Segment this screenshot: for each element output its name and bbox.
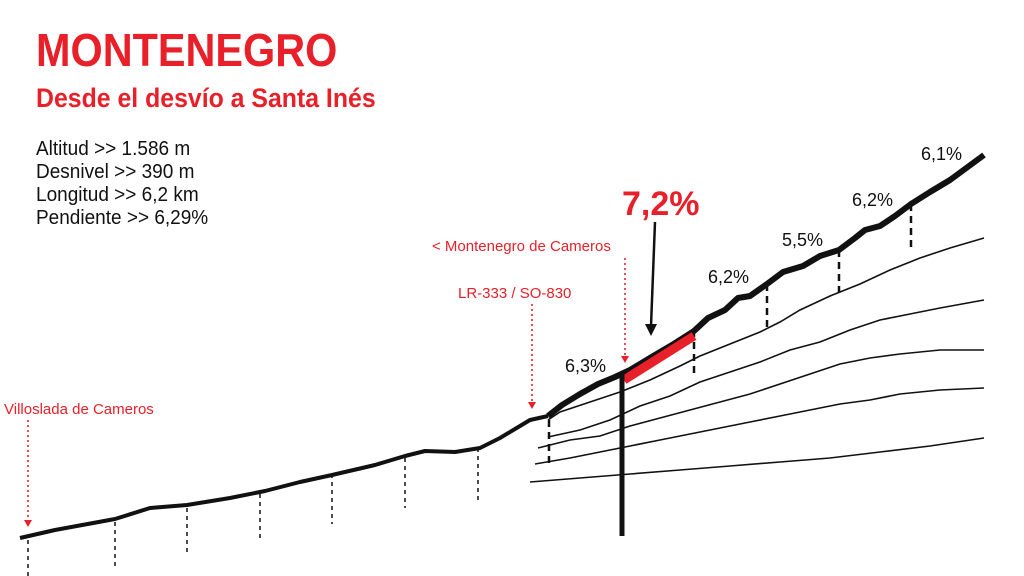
segment-markers xyxy=(547,204,913,466)
label-junction: LR-333 / SO-830 xyxy=(458,285,571,302)
max-grade-label: 7,2% xyxy=(622,185,700,223)
segment-grade-3: 5,5% xyxy=(782,230,823,250)
segment-grade-5: 6,1% xyxy=(921,144,962,164)
segment-grade-1: 6,3% xyxy=(565,356,606,376)
pointer-arrowheads xyxy=(24,356,629,527)
depth-line-3 xyxy=(537,349,984,449)
stat-length: Longitud >> 6,2 km xyxy=(36,184,199,206)
max-grade-segment xyxy=(621,332,697,384)
label-montenegro: < Montenegro de Cameros xyxy=(432,238,611,255)
place-pointers xyxy=(27,258,626,520)
climb-stats: Altitud >> 1.586 m Desnivel >> 390 m Lon… xyxy=(36,138,217,230)
stat-elevation-gain: Desnivel >> 390 m xyxy=(36,161,195,183)
max-grade-arrow xyxy=(649,221,657,327)
max-grade-arrowhead xyxy=(645,324,657,336)
stat-average-grade: Pendiente >> 6,29% xyxy=(36,207,209,229)
arrowhead xyxy=(621,356,629,363)
label-villoslada: Villoslada de Cameros xyxy=(4,401,154,418)
segment-grade-4: 6,2% xyxy=(852,190,893,210)
depth-line-4 xyxy=(534,387,985,465)
km-markers xyxy=(27,448,479,576)
depth-line-1 xyxy=(547,237,985,421)
profile-approach-line xyxy=(19,414,549,540)
page-subtitle: Desde el desvío a Santa Inés xyxy=(36,83,376,113)
page-title: MONTENEGRO xyxy=(36,24,338,76)
arrowhead xyxy=(528,402,536,409)
depth-line-5 xyxy=(529,437,985,483)
arrowhead xyxy=(24,520,32,527)
stat-altitude: Altitud >> 1.586 m xyxy=(36,138,191,160)
profile-climb-line xyxy=(546,152,986,419)
segment-grade-2: 6,2% xyxy=(708,267,749,287)
